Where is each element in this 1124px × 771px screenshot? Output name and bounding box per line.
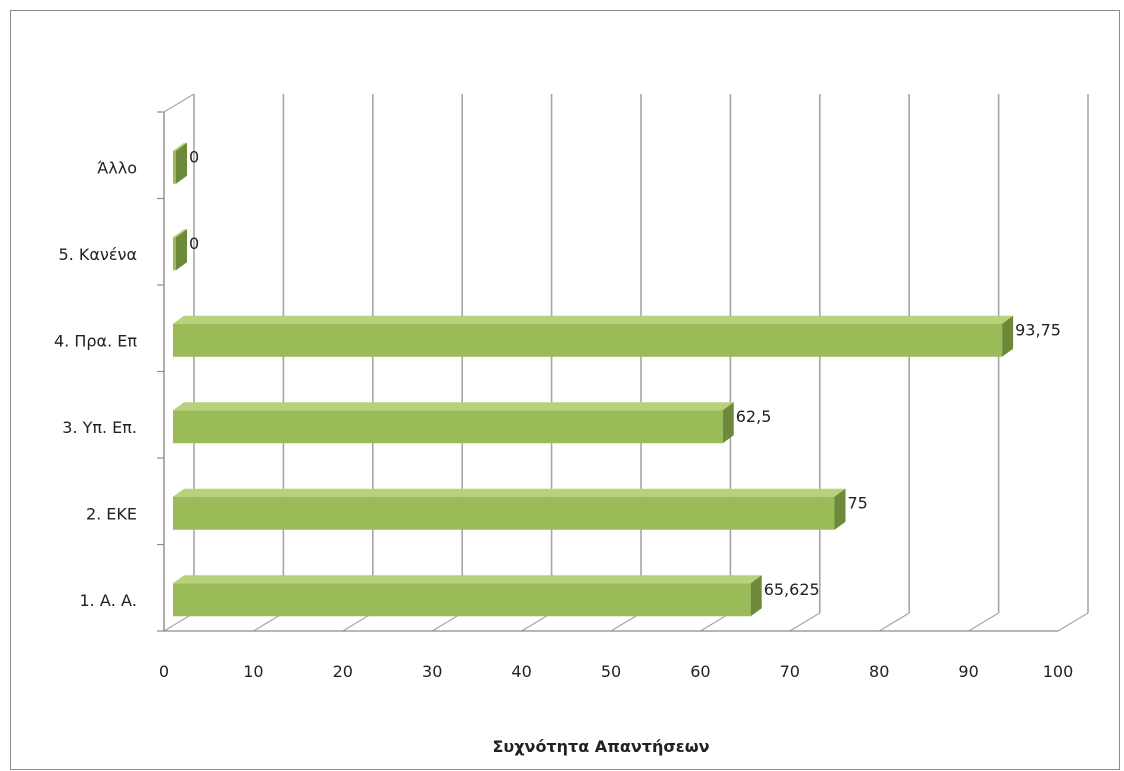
bar-1: [173, 488, 846, 530]
x-tick-label-90: 90: [958, 662, 978, 681]
floor-line-90: [968, 612, 999, 632]
bar-top-2: [173, 402, 734, 411]
x-tick-label-40: 40: [511, 662, 531, 681]
bar-side-3: [1002, 315, 1014, 357]
labels: 0 10 20 30 40 50 60 70 80 90 100 1. Α. Α. 65,625 2. Ε…: [54, 147, 1073, 681]
data-label-5: 0: [189, 147, 199, 166]
category-label-1: 2. ΕΚΕ: [86, 504, 137, 523]
bar-side-4: [176, 229, 187, 271]
bar-top-5: [173, 142, 187, 151]
bar-0: [173, 575, 762, 617]
category-label-2: 3. Υπ. Επ.: [62, 418, 137, 437]
bar-5: [173, 142, 187, 184]
side-wall-top: [163, 93, 195, 113]
data-label-1: 75: [848, 493, 868, 512]
bar-side-2: [722, 402, 734, 444]
axes: [157, 93, 1058, 632]
x-tick-label-100: 100: [1043, 662, 1074, 681]
bar-front-3: [173, 323, 1003, 357]
bar-front-2: [173, 410, 723, 444]
bar-side-0: [750, 575, 762, 617]
bar-4: [173, 229, 187, 271]
bars: [173, 142, 1014, 617]
x-tick-label-0: 0: [159, 662, 169, 681]
x-tick-label-80: 80: [869, 662, 889, 681]
x-tick-label-30: 30: [422, 662, 442, 681]
category-label-5: Άλλο: [97, 158, 137, 177]
category-label-0: 1. Α. Α.: [80, 591, 138, 610]
x-axis-title: Συχνότητα Απαντήσεων: [492, 737, 709, 756]
bar-top-0: [173, 575, 762, 584]
data-label-4: 0: [189, 234, 199, 253]
bar-front-0: [173, 583, 751, 617]
x-tick-label-10: 10: [243, 662, 263, 681]
x-tick-label-70: 70: [780, 662, 800, 681]
x-tick-label-20: 20: [333, 662, 353, 681]
category-label-4: 5. Κανένα: [59, 245, 137, 264]
x-tick-label-50: 50: [601, 662, 621, 681]
bar-3: [173, 315, 1014, 357]
bar-top-4: [173, 229, 187, 238]
floor-line-100: [1057, 612, 1089, 632]
data-label-3: 93,75: [1015, 320, 1061, 339]
bar-front-1: [173, 496, 835, 530]
bar-side-1: [834, 488, 846, 530]
category-label-3: 4. Πρα. Επ: [54, 331, 137, 350]
chart-frame: [10, 10, 1120, 770]
bar-top-1: [173, 488, 846, 497]
x-tick-label-60: 60: [690, 662, 710, 681]
bar-front-5: [173, 150, 176, 184]
floor-line-80: [878, 612, 910, 632]
bar-2: [173, 402, 734, 444]
data-label-2: 62,5: [736, 407, 772, 426]
data-label-0: 65,625: [764, 580, 820, 599]
bar-top-3: [173, 315, 1014, 324]
bar-side-5: [176, 142, 187, 184]
floor-line-70: [789, 612, 821, 632]
gridlines: [163, 94, 1089, 632]
bar-front-4: [173, 237, 176, 271]
